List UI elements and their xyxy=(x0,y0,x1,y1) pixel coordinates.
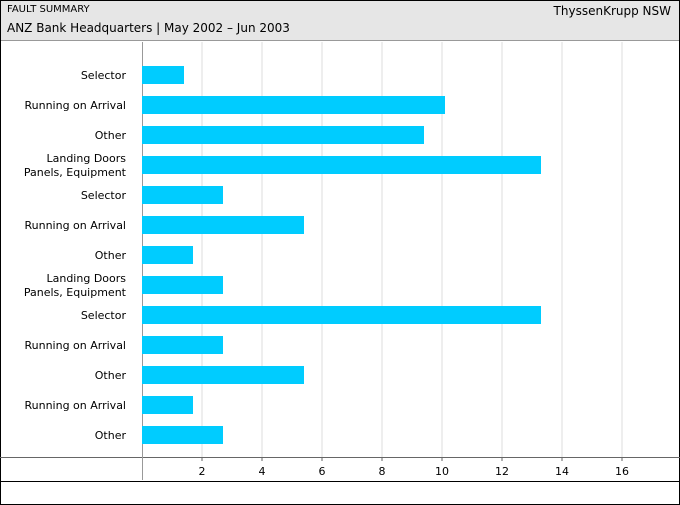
bar xyxy=(142,66,184,84)
x-tick-label: 2 xyxy=(199,465,206,478)
bar xyxy=(142,156,541,174)
x-tick-label: 8 xyxy=(379,465,386,478)
bar xyxy=(142,366,304,384)
bar xyxy=(142,186,223,204)
category-label: Other xyxy=(95,369,127,382)
category-label: Running on Arrival xyxy=(24,399,126,412)
bar xyxy=(142,126,424,144)
x-tick-label: 12 xyxy=(495,465,509,478)
category-label: Other xyxy=(95,429,127,442)
x-tick-label: 10 xyxy=(435,465,449,478)
category-label: Other xyxy=(95,129,127,142)
bar xyxy=(142,396,193,414)
report-title: FAULT SUMMARY xyxy=(7,4,90,15)
chart-header: FAULT SUMMARY ANZ Bank Headquarters | Ma… xyxy=(1,1,679,41)
category-label: Selector xyxy=(81,189,127,202)
x-tick-label: 16 xyxy=(615,465,629,478)
x-tick-label: 14 xyxy=(555,465,569,478)
bar xyxy=(142,96,445,114)
x-tick-label: 4 xyxy=(259,465,266,478)
bar xyxy=(142,426,223,444)
category-label: Other xyxy=(95,249,127,262)
category-label: Panels, Equipment xyxy=(24,166,127,179)
x-tick-label: 6 xyxy=(319,465,326,478)
category-label: Landing Doors xyxy=(46,272,126,285)
category-label: Selector xyxy=(81,69,127,82)
category-label: Panels, Equipment xyxy=(24,286,127,299)
footer-divider xyxy=(1,481,679,482)
company-name: ThyssenKrupp NSW xyxy=(553,4,671,18)
report-subtitle: ANZ Bank Headquarters | May 2002 – Jun 2… xyxy=(7,21,290,35)
bar xyxy=(142,216,304,234)
bar xyxy=(142,246,193,264)
category-label: Running on Arrival xyxy=(24,99,126,112)
bar xyxy=(142,276,223,294)
category-label: Landing Doors xyxy=(46,152,126,165)
bar xyxy=(142,336,223,354)
category-label: Running on Arrival xyxy=(24,219,126,232)
category-label: Running on Arrival xyxy=(24,339,126,352)
bar xyxy=(142,306,541,324)
category-label: Selector xyxy=(81,309,127,322)
